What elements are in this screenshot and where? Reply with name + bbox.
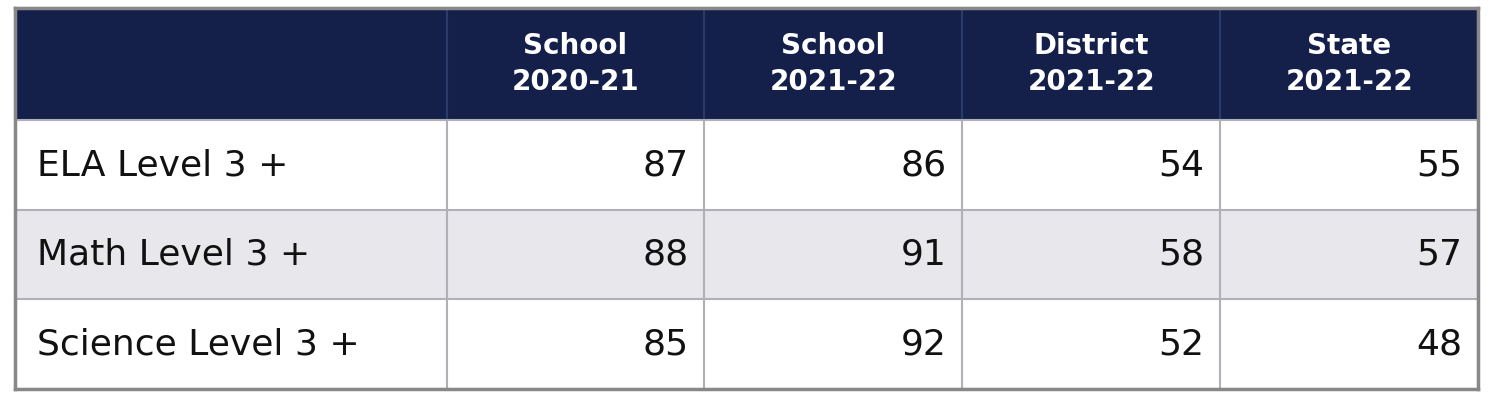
Bar: [15, 8, 446, 120]
Text: 2021-22: 2021-22: [1027, 68, 1156, 96]
Text: 57: 57: [1417, 238, 1463, 272]
Text: ELA Level 3 +: ELA Level 3 +: [36, 148, 288, 182]
Bar: [705, 8, 963, 120]
Bar: [963, 8, 1220, 120]
Text: 2021-22: 2021-22: [769, 68, 897, 96]
Text: State: State: [1306, 32, 1391, 60]
Text: Math Level 3 +: Math Level 3 +: [36, 238, 309, 272]
Text: 2021-22: 2021-22: [1285, 68, 1412, 96]
Text: School: School: [524, 32, 627, 60]
Text: 55: 55: [1417, 148, 1463, 182]
Text: 48: 48: [1417, 327, 1463, 361]
Text: School: School: [781, 32, 885, 60]
Text: 88: 88: [642, 238, 688, 272]
Text: 91: 91: [900, 238, 947, 272]
Text: 58: 58: [1159, 238, 1205, 272]
Text: 92: 92: [900, 327, 947, 361]
Text: 52: 52: [1159, 327, 1205, 361]
Text: 2020-21: 2020-21: [512, 68, 639, 96]
Bar: [15, 120, 1478, 210]
Text: District: District: [1033, 32, 1150, 60]
Bar: [15, 299, 1478, 389]
Bar: [15, 210, 1478, 299]
Text: 85: 85: [643, 327, 688, 361]
Text: 86: 86: [900, 148, 947, 182]
Text: 54: 54: [1159, 148, 1205, 182]
Text: Science Level 3 +: Science Level 3 +: [36, 327, 360, 361]
Bar: [1220, 8, 1478, 120]
Bar: [446, 8, 705, 120]
Text: 87: 87: [643, 148, 688, 182]
